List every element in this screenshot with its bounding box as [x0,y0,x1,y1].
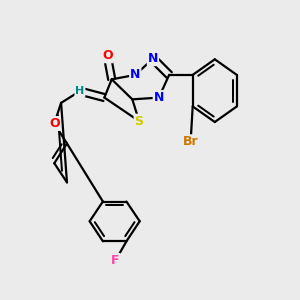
Text: N: N [154,91,164,104]
Text: N: N [130,68,140,81]
Text: Br: Br [183,135,198,148]
Text: H: H [75,86,85,96]
Text: S: S [135,115,144,128]
Text: F: F [111,254,120,267]
Text: N: N [148,52,158,65]
Text: O: O [102,49,112,62]
Text: O: O [49,117,60,130]
